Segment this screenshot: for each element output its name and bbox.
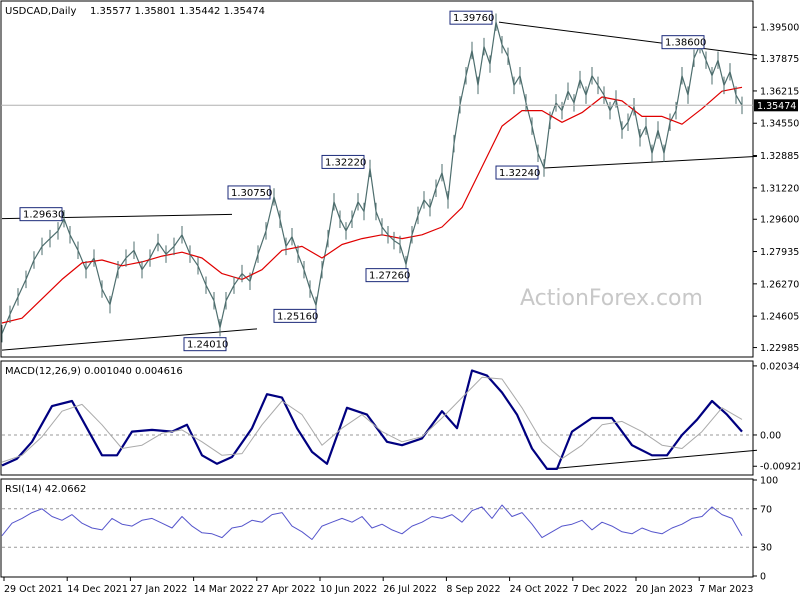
rsi-levels — [2, 508, 752, 548]
annotations: 1.29630 1.24010 1.30750 1.25160 1.32220 1.272… — [19, 10, 706, 352]
symbol-label: USDCAD,Daily — [5, 6, 76, 17]
macd-y-tick-label: -0.009215 — [760, 462, 800, 473]
x-tick-label: 29 Oct 2021 — [4, 584, 63, 595]
macd-y-axis: 0.020349 0.00 -0.009215 — [753, 361, 800, 473]
price-trendline — [1, 328, 258, 351]
annotation-label: 1.32240 — [499, 168, 540, 179]
price-panel-frame — [0, 0, 754, 358]
price-y-tick-label: 1.24605 — [760, 312, 799, 323]
annotation-label: 1.39760 — [453, 13, 494, 24]
x-tick-label: 27 Apr 2022 — [257, 584, 316, 595]
price-y-tick-label: 1.31220 — [760, 183, 799, 194]
rsi-y-tick-label: 30 — [760, 543, 772, 554]
price-trendline — [543, 155, 758, 169]
rsi-y-tick-label: 100 — [760, 476, 778, 487]
rsi-panel-frame — [0, 478, 754, 578]
annotation-label: 1.27260 — [369, 271, 410, 282]
price-y-tick-label: 1.22985 — [760, 343, 799, 354]
annotation-label: 1.29630 — [23, 210, 64, 221]
x-axis: 29 Oct 2021 14 Dec 2021 27 Jan 2022 14 Mar … — [3, 577, 753, 595]
x-tick-label: 7 Dec 2022 — [573, 584, 628, 595]
x-tick-label: 20 Jan 2023 — [636, 584, 693, 595]
price-y-tick-label: 1.34550 — [760, 119, 799, 130]
rsi-label: RSI(14) 42.0662 — [5, 484, 86, 495]
x-tick-label: 10 Jun 2022 — [320, 584, 377, 595]
macd-y-tick-label: 0.00 — [760, 430, 781, 441]
annotation-box — [449, 10, 493, 25]
annotation-box — [19, 207, 63, 222]
macd-label: MACD(12,26,9) 0.001040 0.004616 — [5, 366, 183, 377]
x-tick-label: 24 Oct 2022 — [510, 584, 569, 595]
macd-series-line — [1, 376, 743, 463]
annotation-label: 1.32220 — [325, 157, 366, 168]
rsi-y-tick-label: 0 — [760, 572, 766, 583]
annotation-label: 1.25160 — [277, 311, 318, 322]
rsi-y-axis: 100 70 30 0 — [753, 476, 778, 583]
annotation-box — [183, 337, 227, 352]
annotation-box — [273, 308, 317, 323]
x-tick-label: 26 Jul 2022 — [383, 584, 437, 595]
trendlines — [1, 21, 758, 470]
annotation-box — [365, 268, 409, 283]
price-y-tick-label: 1.37875 — [760, 54, 799, 65]
price-y-tick-label: 1.27935 — [760, 247, 799, 258]
price-y-tick-label: 1.32885 — [760, 151, 799, 162]
annotation-box — [227, 185, 271, 200]
macd-panel-frame — [0, 360, 754, 476]
current-price-label: 1.35474 — [757, 101, 796, 112]
x-tick-label: 8 Sep 2022 — [446, 584, 500, 595]
price-series-line — [1, 86, 743, 324]
price-y-tick-label: 1.36215 — [760, 86, 799, 97]
annotation-box — [321, 154, 365, 169]
watermark: ActionForex.com — [520, 286, 703, 311]
price-y-tick-label: 1.26270 — [760, 279, 799, 290]
price-y-axis: 1.39500 1.37875 1.36215 1.34550 1.32885 1.312… — [753, 23, 799, 354]
rsi-y-tick-label: 70 — [760, 504, 772, 515]
x-tick-label: 27 Jan 2022 — [130, 584, 187, 595]
macd-series-line — [1, 369, 743, 470]
x-tick-label: 14 Mar 2022 — [194, 584, 254, 595]
ohlc-label: 1.35577 1.35801 1.35442 1.35474 — [90, 6, 265, 17]
rsi-series-line — [1, 504, 743, 540]
annotation-label: 1.30750 — [231, 188, 272, 199]
series — [1, 13, 743, 540]
x-tick-label: 14 Dec 2021 — [67, 584, 128, 595]
current-price-box — [754, 99, 798, 112]
price-y-tick-label: 1.29600 — [760, 215, 799, 226]
price-y-tick-label: 1.39500 — [760, 23, 799, 34]
macd-trendline — [549, 449, 758, 470]
price-trendline — [498, 21, 758, 56]
annotation-box — [661, 35, 705, 50]
macd-y-tick-label: 0.020349 — [760, 361, 800, 372]
annotation-label: 1.38600 — [665, 38, 706, 49]
annotation-label: 1.24010 — [187, 340, 228, 351]
annotation-box — [495, 165, 539, 180]
x-tick-label: 7 Mar 2023 — [699, 584, 753, 595]
